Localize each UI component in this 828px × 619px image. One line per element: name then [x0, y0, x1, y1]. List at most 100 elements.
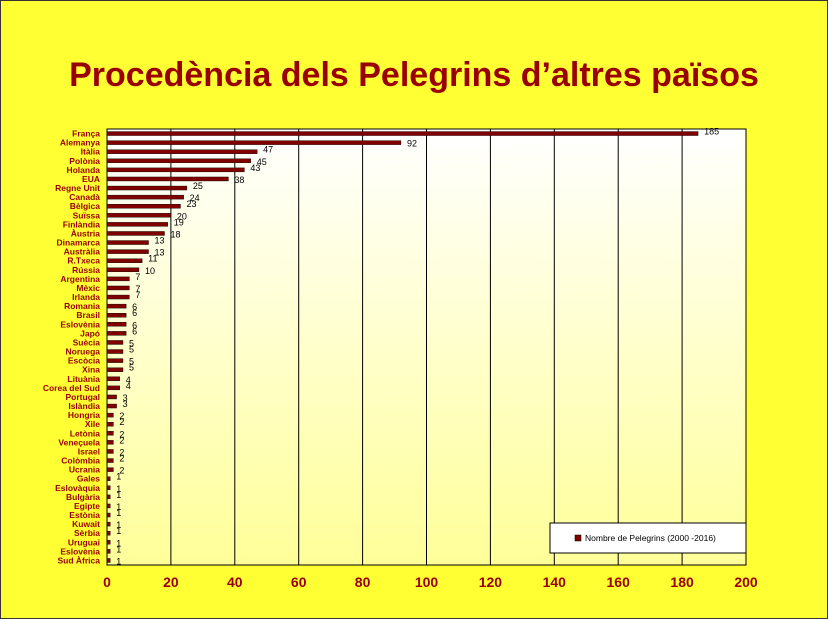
value-label: 2	[119, 466, 124, 476]
bar	[106, 276, 130, 282]
bar	[106, 540, 111, 545]
bar	[106, 213, 172, 218]
category-label: EUA	[82, 174, 100, 184]
x-tick-label: 100	[415, 574, 439, 590]
category-label: Corea del Sud	[43, 383, 100, 393]
bar	[106, 185, 188, 191]
slide-title: Procedència dels Pelegrins d’altres païs…	[69, 56, 759, 94]
value-label: 185	[704, 127, 719, 137]
value-label: 7	[135, 290, 140, 300]
value-label: 5	[129, 357, 134, 367]
value-label: 11	[148, 254, 157, 264]
category-label: Lituània	[67, 374, 100, 384]
value-label: 23	[186, 199, 196, 209]
bar	[106, 176, 229, 182]
category-label: Canadà	[69, 192, 100, 202]
category-label: Egipte	[74, 501, 100, 511]
category-label: Eslovènia	[60, 319, 100, 329]
bar	[106, 331, 127, 336]
bar	[106, 249, 149, 254]
bar	[106, 394, 117, 400]
category-label: Japó	[80, 328, 100, 338]
category-label: Àustria	[71, 228, 101, 238]
value-label: 6	[132, 320, 137, 330]
bar	[106, 449, 114, 454]
category-label: Kuwait	[72, 519, 100, 529]
bar	[106, 422, 114, 427]
value-label: 2	[119, 447, 124, 457]
category-label: Hongria	[68, 410, 100, 420]
category-label: Austràlia	[64, 247, 101, 257]
bar	[106, 440, 114, 445]
value-label: 6	[132, 308, 137, 318]
bar	[106, 494, 111, 500]
x-tick-label: 60	[291, 574, 307, 590]
bars	[106, 131, 699, 563]
value-label: 2	[119, 429, 124, 439]
gridlines	[170, 129, 683, 565]
category-label: Finlàndia	[63, 219, 101, 229]
value-label: 6	[132, 326, 137, 336]
category-label: Xile	[85, 419, 100, 429]
bar	[106, 349, 124, 354]
bar	[106, 503, 111, 509]
bar	[106, 194, 184, 200]
bar	[106, 521, 111, 527]
category-label: Regne Unit	[55, 183, 100, 193]
bar	[106, 512, 111, 518]
bar	[106, 131, 699, 136]
legend-label: Nombre de Pelegrins (2000 -2016)	[585, 533, 716, 543]
bar	[106, 431, 114, 436]
value-label: 13	[155, 248, 165, 258]
x-axis-ticks: 0 20 40 60 80 100 120 140 160 180 200	[103, 574, 758, 590]
value-label: 10	[145, 266, 155, 276]
category-label: Sud Àfrica	[57, 555, 100, 565]
x-tick-label: 80	[355, 574, 371, 590]
legend-swatch	[574, 534, 582, 542]
category-label: Colòmbia	[61, 456, 100, 466]
bar	[106, 158, 251, 163]
bar	[106, 267, 140, 272]
category-label: Holanda	[66, 165, 100, 175]
category-label: Estònia	[69, 510, 100, 520]
category-label: Veneçuela	[58, 437, 100, 447]
bar	[106, 385, 120, 391]
category-label: Israel	[78, 446, 100, 456]
bar	[106, 140, 402, 145]
category-label: Islàndia	[68, 401, 100, 411]
x-tick-label: 140	[543, 574, 567, 590]
bar	[106, 485, 111, 490]
value-label: 1	[116, 520, 121, 530]
value-label: 45	[257, 157, 267, 167]
value-label: 38	[234, 175, 244, 185]
value-label: 1	[116, 508, 121, 518]
category-label: Eslovènia	[60, 546, 100, 556]
value-label: 3	[123, 399, 128, 409]
bar	[106, 231, 165, 236]
category-label: Bulgària	[66, 492, 100, 502]
category-labels: FrançaAlemanyaItàliaPolòniaHolandaEUAReg…	[43, 129, 100, 566]
category-label: Eslovàquia	[55, 483, 100, 493]
category-label: Itàlia	[81, 147, 101, 157]
bar	[106, 458, 114, 463]
bar	[106, 549, 111, 554]
value-label: 1	[116, 490, 121, 500]
category-label: Xina	[82, 365, 100, 375]
value-label: 1	[116, 556, 121, 566]
category-label: Dinamarca	[57, 238, 101, 248]
category-label: Bèlgica	[70, 201, 101, 211]
bar	[106, 149, 258, 154]
category-label: Suècia	[73, 337, 101, 347]
bar	[106, 285, 130, 291]
bar	[106, 303, 127, 309]
value-labels: 1859247454338252423201918131311107776666…	[116, 127, 719, 567]
bar	[106, 204, 181, 209]
category-label: R.Txeca	[67, 256, 100, 266]
category-label: Ucrania	[69, 465, 100, 475]
x-tick-label: 200	[734, 574, 758, 590]
value-label: 5	[129, 363, 134, 373]
value-label: 4	[126, 375, 131, 385]
bar	[106, 240, 149, 245]
category-label: Suïssa	[73, 210, 101, 220]
value-label: 18	[171, 229, 181, 239]
